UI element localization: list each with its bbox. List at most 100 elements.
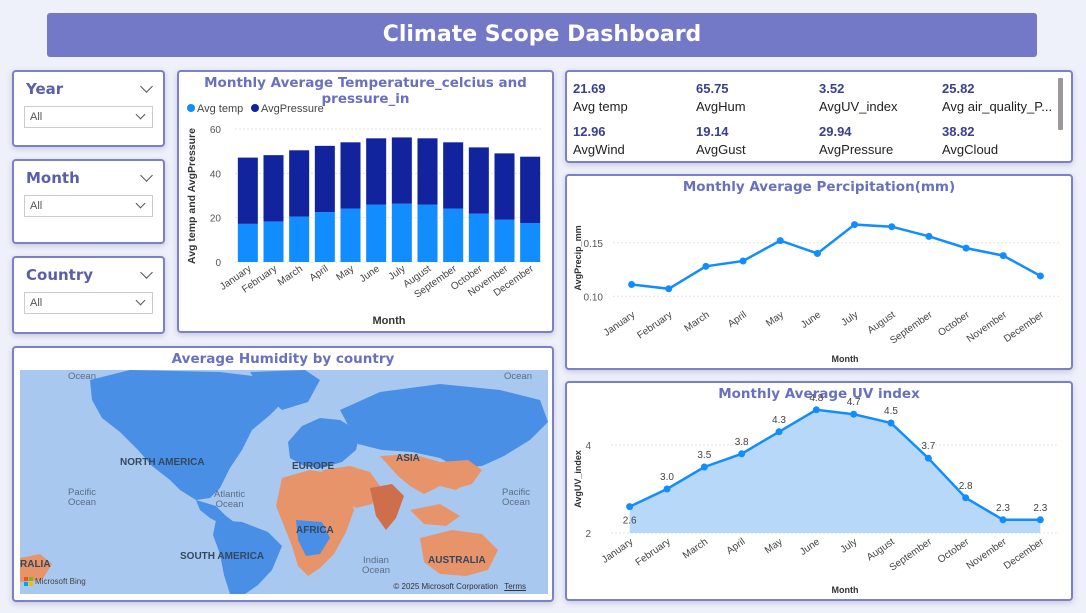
- ocean-label: Ocean: [504, 371, 532, 382]
- x-tick-label: February: [634, 536, 673, 568]
- uv-chart-svg: 2 4 2.6 3.0 3.5 3.8 4.3 4.8 4.7 4.5 3.7 2.8 2.3 2.3 Ja…: [573, 393, 1059, 595]
- data-point: [739, 257, 747, 265]
- kpi-value: 21.69: [573, 81, 606, 96]
- bar-avgpressure: [468, 147, 489, 214]
- data-label: 4.5: [884, 406, 898, 417]
- data-point: [962, 494, 970, 502]
- south-america-shape[interactable]: [213, 520, 282, 594]
- x-tick-label: November: [965, 309, 1010, 345]
- asia-east-orange-shape[interactable]: [440, 460, 482, 488]
- africa-blue-shape[interactable]: [296, 520, 330, 556]
- greenland-shape[interactable]: [250, 370, 320, 410]
- bing-label: Microsoft Bing: [35, 577, 86, 586]
- chevron-down-icon[interactable]: [140, 169, 153, 182]
- bar-avgpressure: [314, 145, 335, 213]
- x-tick-label: September: [888, 536, 935, 573]
- chevron-down-icon[interactable]: [140, 266, 153, 279]
- uv-area: [629, 409, 1041, 533]
- country-dropdown[interactable]: All: [24, 292, 153, 314]
- data-point: [626, 503, 634, 511]
- chevron-down-icon[interactable]: [140, 80, 153, 93]
- bar-avgpressure: [263, 155, 284, 222]
- bar-avg-temp: [237, 223, 258, 262]
- x-tick-label: June: [358, 263, 382, 285]
- data-point: [776, 237, 784, 245]
- data-point: [812, 406, 820, 414]
- kpi-value: 12.96: [573, 124, 606, 139]
- data-point: [775, 428, 783, 436]
- x-tick-label: April: [726, 309, 749, 329]
- terms-link[interactable]: Terms: [504, 582, 526, 591]
- y-tick-label: 4: [585, 441, 591, 452]
- kpi-value: 19.14: [696, 124, 729, 139]
- india-shape[interactable]: [370, 484, 404, 530]
- kpi-value: 29.94: [819, 124, 852, 139]
- data-point: [850, 410, 858, 418]
- data-point: [738, 450, 746, 458]
- bar-avgpressure: [237, 157, 258, 224]
- ocean-label: Ocean: [68, 371, 96, 382]
- kpi-label: AvgCloud: [942, 142, 999, 157]
- data-point: [962, 244, 970, 252]
- humidity-map-card: Average Humidity by country: [12, 346, 554, 602]
- x-tick-label: June: [799, 309, 823, 331]
- data-point: [1036, 516, 1044, 524]
- data-label: 2.3: [1033, 503, 1047, 514]
- x-tick-label: August: [866, 309, 898, 336]
- kpi-label: Avg air_quality_P...: [942, 99, 1053, 114]
- year-dropdown[interactable]: All: [24, 106, 153, 128]
- slicer-year[interactable]: Year All: [12, 70, 165, 147]
- australia-left-shape[interactable]: [20, 554, 52, 582]
- y-axis-title: AvgPrecip_mm: [573, 225, 583, 290]
- y-axis-title: AvgUV_index: [573, 450, 583, 508]
- pacific-ocean-label: Pacific Ocean: [502, 487, 530, 508]
- central-america-shape[interactable]: [196, 500, 234, 526]
- se-asia-shape[interactable]: [410, 504, 460, 526]
- australia-shape[interactable]: [420, 530, 498, 576]
- asia-shape[interactable]: [340, 384, 548, 468]
- europe-shape[interactable]: [288, 418, 360, 468]
- y-tick-label: 40: [210, 169, 222, 180]
- slicer-country[interactable]: Country All: [12, 256, 165, 334]
- x-tick-label: September: [888, 309, 935, 346]
- kpi-value: 3.52: [819, 81, 845, 96]
- data-point: [925, 232, 933, 240]
- chevron-down-icon: [135, 109, 146, 120]
- data-point: [700, 463, 708, 471]
- north-america-shape[interactable]: [90, 370, 285, 500]
- data-point: [628, 281, 636, 289]
- data-point: [702, 262, 710, 270]
- bar-avgpressure: [520, 156, 541, 223]
- x-tick-label: July: [838, 536, 859, 555]
- x-axis-title: Month: [373, 315, 406, 327]
- uv-chart-title: Monthly Average UV index: [718, 386, 920, 402]
- bar-avg-temp: [520, 222, 541, 262]
- data-point: [999, 252, 1007, 260]
- kpi-label: AvgUV_index: [819, 99, 898, 114]
- scrollbar[interactable]: [1058, 78, 1063, 130]
- data-point: [665, 285, 673, 293]
- data-label: 4.7: [847, 397, 861, 408]
- bar-avg-temp: [366, 204, 387, 262]
- world-map[interactable]: Ocean Ocean NORTH AMERICA EUROPE ASIA AF…: [20, 370, 548, 594]
- slicer-month[interactable]: Month All: [12, 159, 165, 244]
- y-tick-label: 0.15: [584, 239, 604, 250]
- y-tick-label: 0.10: [584, 292, 604, 303]
- temp-pressure-chart: Monthly Average Temperature_celcius and …: [177, 70, 554, 333]
- x-tick-label: December: [1002, 536, 1047, 572]
- data-point: [1036, 272, 1044, 280]
- y-tick-label: 20: [210, 214, 222, 225]
- x-tick-label: January: [600, 536, 635, 565]
- y-tick-label: 60: [210, 125, 222, 136]
- x-tick-label: January: [602, 309, 637, 338]
- precip-line: [631, 223, 1042, 291]
- country-dropdown-value: All: [30, 297, 43, 309]
- chevron-down-icon: [135, 295, 146, 306]
- month-dropdown[interactable]: All: [24, 195, 153, 217]
- asia-orange-shape[interactable]: [380, 454, 470, 494]
- uv-chart: Monthly Average UV index 2 4 2.6 3.0 3.5 3.8 4…: [565, 381, 1073, 601]
- australia-left-label: RALIA: [20, 559, 51, 570]
- bar-avg-temp: [263, 221, 284, 262]
- legend-marker: [187, 104, 195, 112]
- temp-chart-title: Monthly Average Temperature_celcius and …: [204, 75, 527, 107]
